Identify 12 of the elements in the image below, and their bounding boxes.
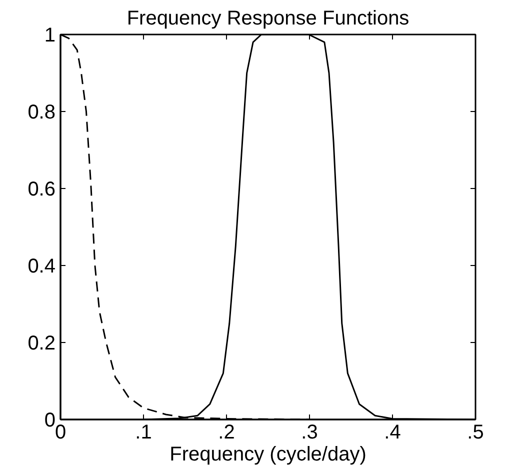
x-axis-title: Frequency (cycle/day) — [170, 444, 366, 466]
x-tick-label: .5 — [467, 422, 484, 444]
x-tick-label: .3 — [301, 422, 318, 444]
x-tick-label: .2 — [218, 422, 235, 444]
x-tick-label: .4 — [384, 422, 401, 444]
y-tick-label: 1 — [44, 24, 56, 46]
y-tick-label: 0.2 — [28, 332, 56, 354]
y-tick-label: 0.8 — [28, 102, 56, 124]
x-tick-label: .1 — [135, 422, 152, 444]
chart-title: Frequency Response Functions — [126, 8, 410, 30]
y-tick-label: 0.4 — [28, 256, 56, 278]
y-tick-label: 0.6 — [28, 178, 56, 200]
